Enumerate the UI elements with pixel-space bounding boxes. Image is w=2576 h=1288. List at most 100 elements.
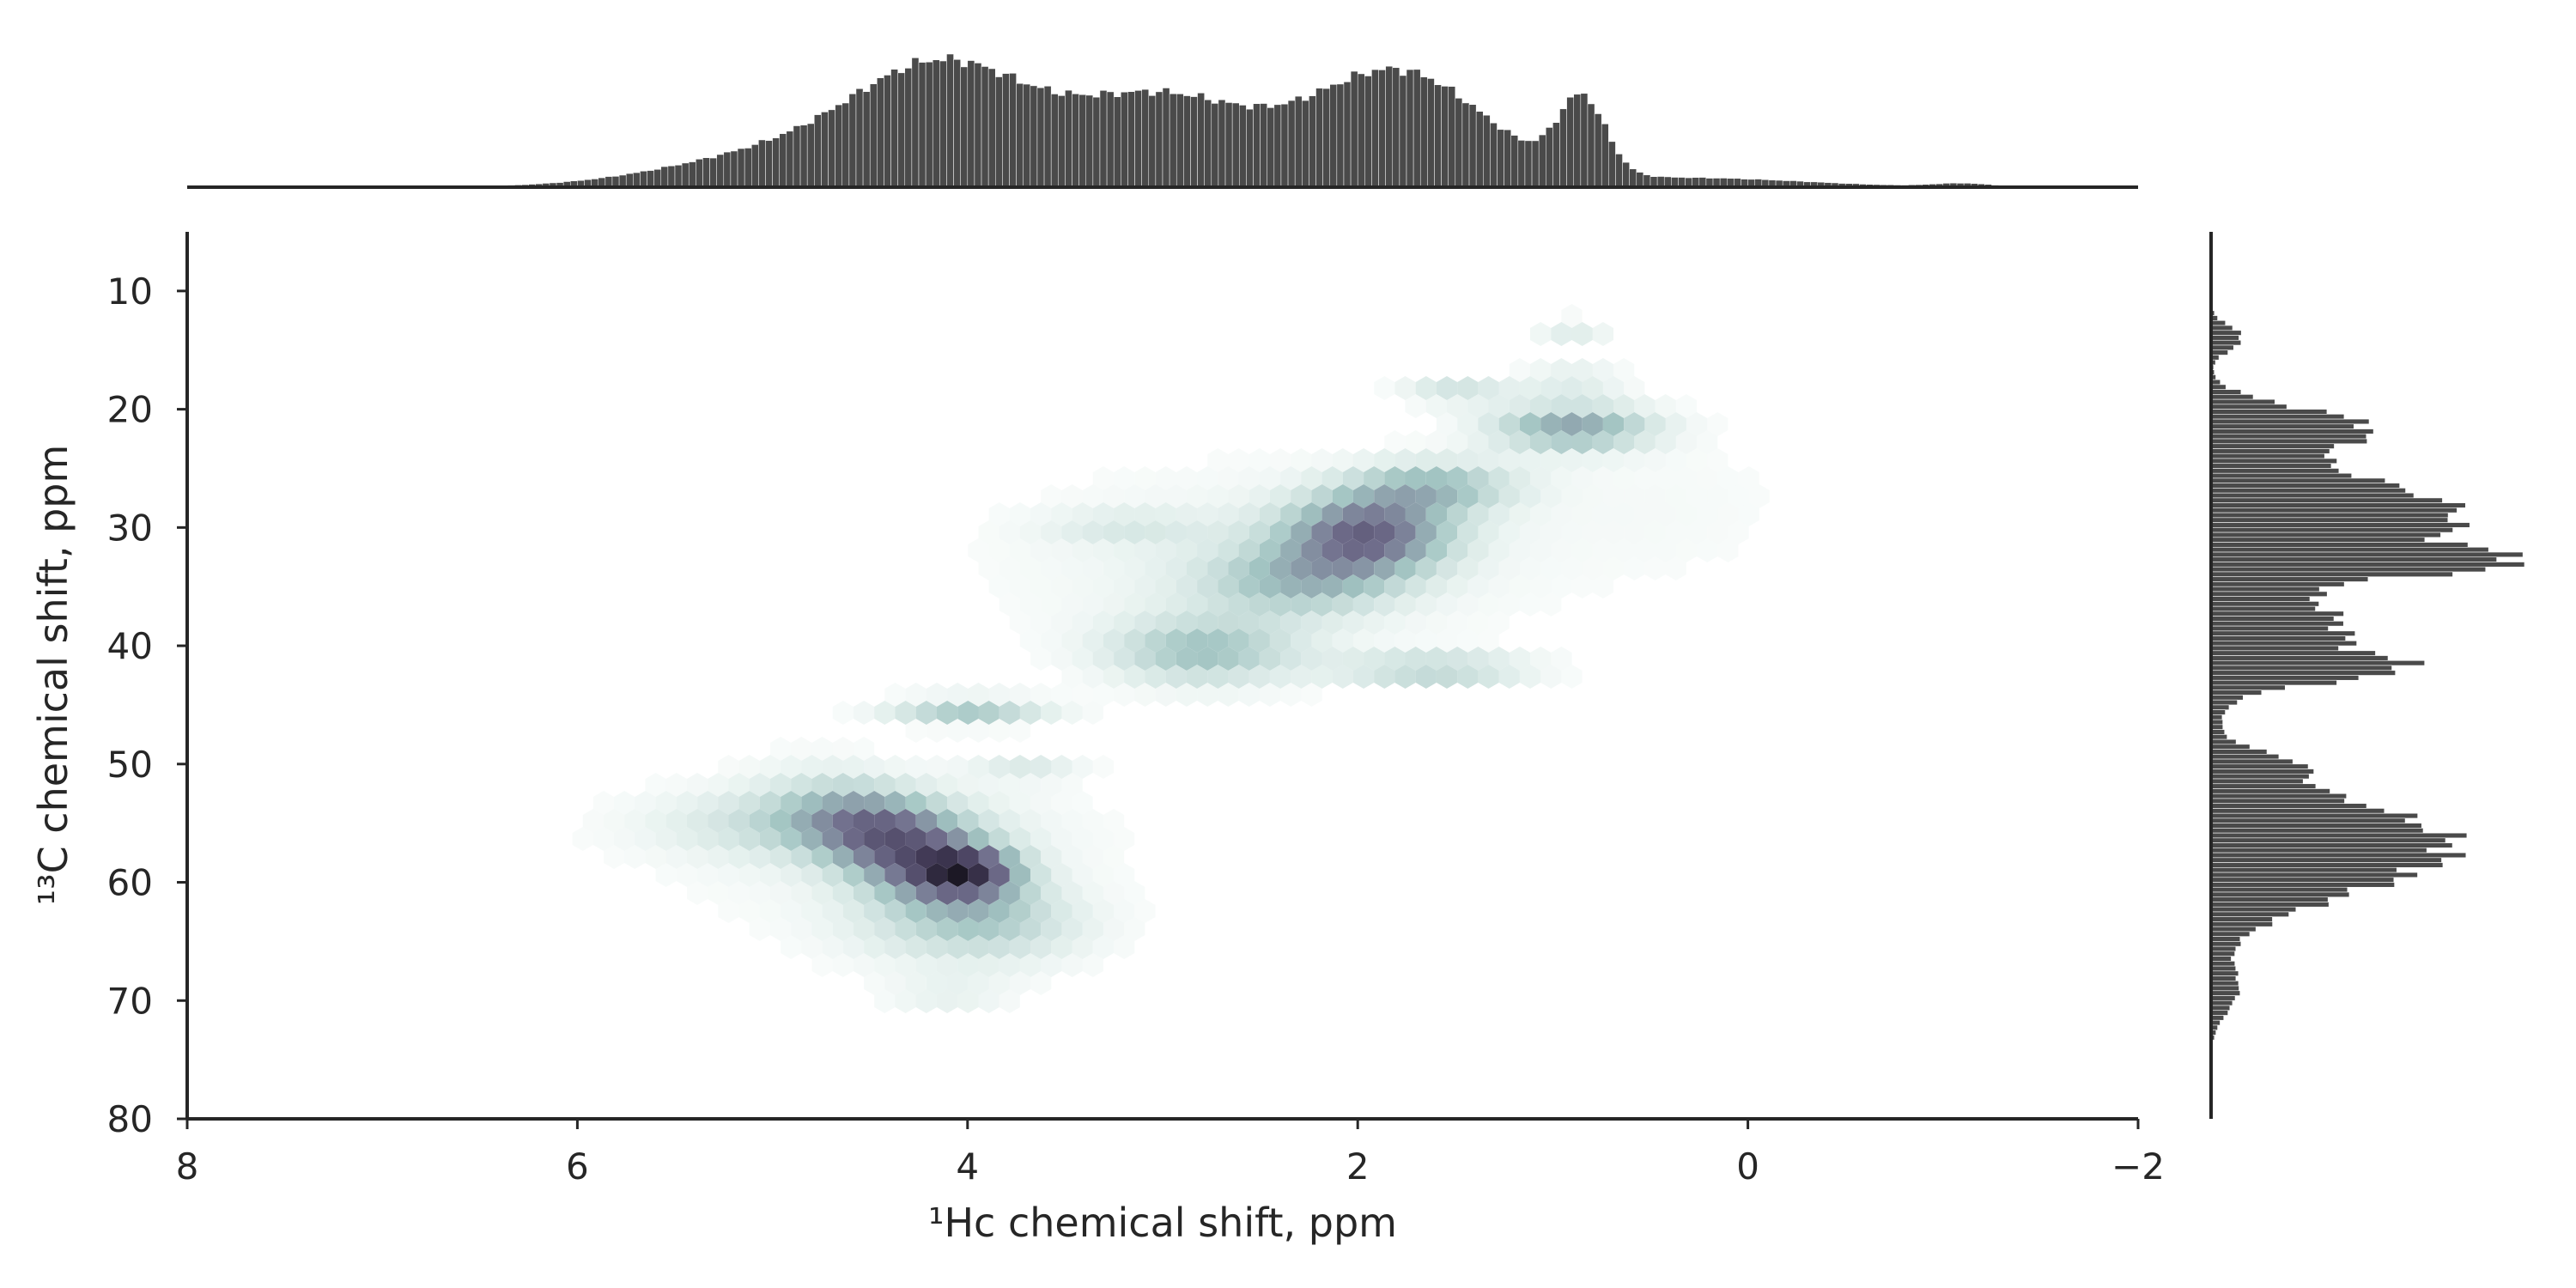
hexbin-cell	[1082, 701, 1103, 725]
hexbin-cell	[1041, 845, 1062, 869]
hexbin-cell	[1301, 574, 1322, 598]
hexbin-cell	[1238, 574, 1260, 598]
top-marginal-bar	[1260, 103, 1267, 188]
hexbin-cell	[1030, 971, 1052, 995]
hexbin-cell	[1218, 683, 1239, 707]
hexbin-cell	[1342, 611, 1364, 635]
hexbin-cell	[1249, 520, 1270, 544]
hexbin-cell	[895, 845, 916, 869]
hexbin-cell	[1145, 520, 1166, 544]
hexbin-cell	[624, 809, 646, 833]
hexbin-cell	[1394, 592, 1416, 617]
hexbin-cell	[1697, 502, 1718, 526]
hexbin-cell	[1197, 502, 1218, 526]
hexbin-cell	[895, 881, 916, 905]
hexbin-cell	[708, 845, 729, 869]
hexbin-cell	[1498, 665, 1520, 689]
hexbin-cell	[1155, 538, 1176, 562]
hexbin-cell	[1686, 520, 1708, 544]
hexbin-cell	[1207, 592, 1229, 617]
y-tick-label: 10	[107, 270, 153, 313]
hexbin-cell	[1634, 502, 1656, 526]
hexbin-cell	[1269, 592, 1291, 617]
hexbin-cell	[1602, 376, 1625, 400]
right-marginal-bar	[2210, 724, 2224, 730]
hexbin-cell	[1061, 773, 1083, 797]
hexbin-cell	[1394, 520, 1416, 544]
hexbin-cell	[1561, 448, 1583, 472]
top-marginal-bar	[1343, 82, 1352, 188]
hexbin-cell	[915, 881, 937, 905]
hexbin-cell	[1394, 448, 1416, 472]
hexbin-cell	[1582, 376, 1603, 400]
hexbin-cell	[937, 809, 958, 833]
top-marginal-bar	[1406, 69, 1414, 188]
hexbin-cell	[1124, 520, 1145, 544]
hexbin-cell	[999, 592, 1020, 617]
hexbin-cell	[1613, 538, 1635, 562]
top-marginal-bar	[1357, 73, 1365, 188]
top-marginal-bar	[1594, 113, 1602, 188]
hexbin-cell	[842, 755, 865, 779]
top-marginal-bar	[1629, 168, 1637, 188]
hexbin-cell	[1447, 502, 1468, 526]
hexbin-cell	[1748, 484, 1770, 508]
hexbin-cell	[1332, 665, 1353, 689]
hexbin-cell	[1498, 412, 1520, 436]
hexbin-cell	[1072, 755, 1093, 779]
hexbin-cell	[1342, 647, 1364, 671]
right-marginal-bar	[2210, 926, 2257, 933]
right-marginal-bar	[2210, 507, 2458, 513]
hexbin-cell	[1030, 935, 1052, 959]
hexbin-cell	[947, 755, 969, 779]
hexbin-cell	[1436, 376, 1458, 400]
hexbin-cell	[1228, 484, 1249, 508]
hexbin-cell	[999, 556, 1020, 580]
hexbin-cell	[1207, 484, 1229, 508]
hexbin-cell	[1186, 665, 1208, 689]
hexbin-cell	[770, 809, 792, 833]
hexbin-cell	[1291, 665, 1312, 689]
hexbin-cell	[1352, 484, 1375, 508]
hexbin-cell	[1352, 629, 1375, 653]
hexbin-cell	[1061, 629, 1083, 653]
hexbin-cell	[1051, 791, 1072, 815]
hexbin-cell	[874, 881, 896, 905]
hexbin-cell	[759, 863, 781, 887]
top-marginal-bar	[1399, 75, 1407, 188]
top-marginal-bar	[1364, 76, 1372, 188]
top-marginal-bar	[981, 66, 989, 188]
hexbin-cell	[1061, 520, 1083, 544]
hexbin-cell	[1051, 574, 1072, 598]
hexbin-cell	[1509, 502, 1530, 526]
hexbin-cell	[957, 881, 979, 905]
x-axis-label: ¹Hc chemical shift, ppm	[928, 1200, 1397, 1246]
hexbin-cell	[1457, 592, 1479, 617]
hexbin-cell	[1218, 466, 1239, 490]
hexbin-cell	[947, 899, 969, 923]
hexbin-cell	[1051, 502, 1072, 526]
hexbin-cell	[1301, 611, 1322, 635]
hexbin-cell	[1051, 647, 1072, 671]
hexbin-cell	[1041, 773, 1062, 797]
right-marginal-bar	[2210, 492, 2415, 499]
hexbin-cell	[1103, 917, 1125, 941]
hexbin-cell	[937, 917, 958, 941]
y-tick-label: 80	[107, 1098, 153, 1140]
hexbin-cell	[988, 502, 1010, 526]
hexbin-cell	[1238, 538, 1260, 562]
hexbin-cell	[811, 953, 833, 977]
hexbin-cell	[1509, 647, 1530, 671]
hexbin-cell	[1686, 448, 1708, 472]
hexbin-cell	[947, 971, 969, 995]
hexbin-cell	[988, 935, 1010, 959]
hexbin-cell	[655, 827, 677, 851]
hexbin-cell	[1019, 629, 1042, 653]
hexbin-cell	[1592, 574, 1613, 598]
hexbin-cell	[1186, 629, 1208, 653]
hexbin-cell	[1082, 953, 1103, 977]
hexbin-cell	[1134, 899, 1156, 923]
hexbin-cell	[1374, 376, 1395, 400]
hexbin-cell	[708, 881, 729, 905]
hexbin-cell	[1509, 466, 1530, 490]
